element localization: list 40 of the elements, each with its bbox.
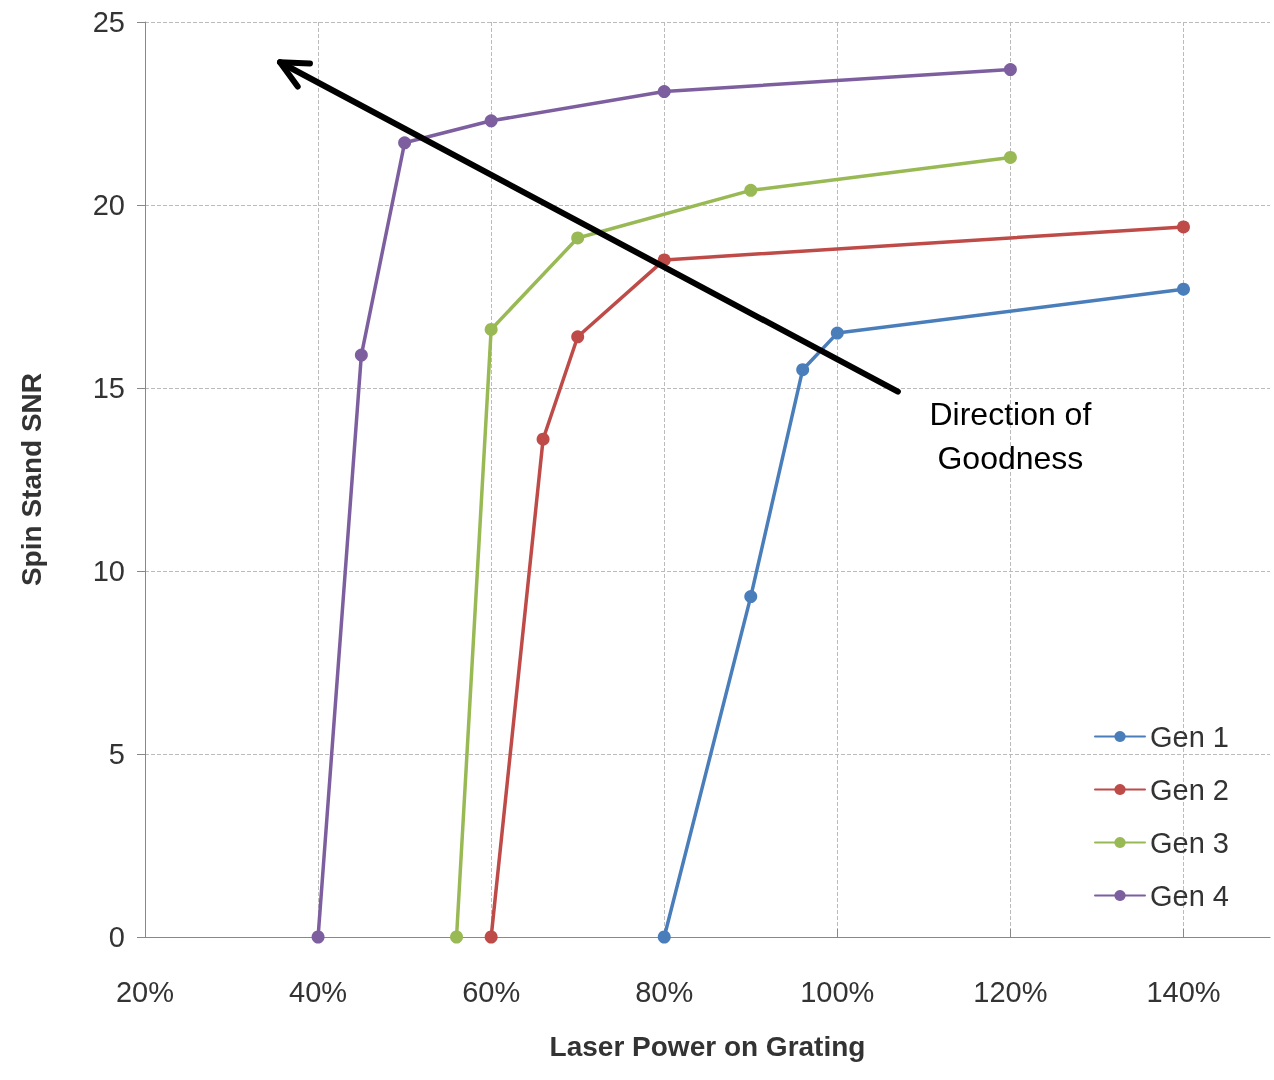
x-tick-label: 80% <box>635 975 694 1008</box>
point <box>536 432 550 446</box>
point <box>484 930 498 944</box>
point <box>311 930 325 944</box>
point <box>354 348 368 362</box>
point <box>1176 220 1190 234</box>
point <box>796 363 810 377</box>
legend-label: Gen 1 <box>1150 720 1229 753</box>
point <box>398 136 412 150</box>
point <box>484 114 498 128</box>
y-axis-title: Spin Stand SNR <box>15 372 47 587</box>
point <box>450 930 464 944</box>
point <box>1003 63 1017 77</box>
point <box>657 930 671 944</box>
point <box>744 183 758 197</box>
x-tick-label: 60% <box>462 975 521 1008</box>
annotation: Direction of Goodness <box>929 395 1092 476</box>
y-tick-label: 20 <box>92 189 125 221</box>
point <box>484 322 498 336</box>
y-tick-label: 5 <box>108 738 125 770</box>
legend-label: Gen 2 <box>1150 773 1229 806</box>
x-tick-label: 20% <box>115 975 175 1008</box>
x-tick-label: 140% <box>1146 975 1221 1008</box>
x-tick-label: 100% <box>800 975 875 1008</box>
x-tick-label: 40% <box>289 975 348 1008</box>
y-tick-label: 10 <box>92 555 125 587</box>
point <box>571 330 585 344</box>
x-axis-title: Laser Power on Grating <box>549 1030 866 1062</box>
point <box>1003 150 1017 164</box>
point <box>571 231 585 245</box>
point <box>744 590 758 604</box>
y-tick-label: 0 <box>108 921 125 953</box>
point <box>1176 282 1190 296</box>
legend-label: Gen 4 <box>1150 879 1229 912</box>
y-tick-label: 25 <box>92 6 125 38</box>
legend-label: Gen 3 <box>1150 826 1229 859</box>
point <box>830 326 844 340</box>
point <box>657 85 671 99</box>
y-tick-label: 15 <box>92 372 125 404</box>
x-tick-label: 120% <box>973 975 1048 1008</box>
